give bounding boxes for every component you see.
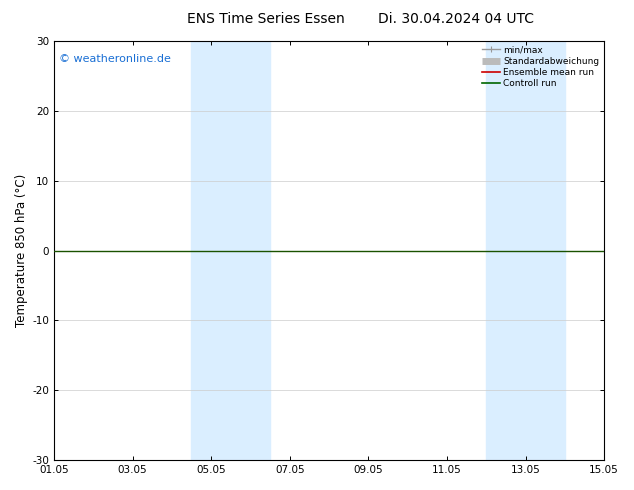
Text: Di. 30.04.2024 04 UTC: Di. 30.04.2024 04 UTC bbox=[378, 12, 534, 26]
Bar bbox=[486, 41, 565, 460]
Y-axis label: Temperature 850 hPa (°C): Temperature 850 hPa (°C) bbox=[15, 174, 28, 327]
Bar bbox=[191, 41, 270, 460]
Text: ENS Time Series Essen: ENS Time Series Essen bbox=[188, 12, 345, 26]
Text: © weatheronline.de: © weatheronline.de bbox=[60, 53, 171, 64]
Legend: min/max, Standardabweichung, Ensemble mean run, Controll run: min/max, Standardabweichung, Ensemble me… bbox=[480, 44, 602, 90]
